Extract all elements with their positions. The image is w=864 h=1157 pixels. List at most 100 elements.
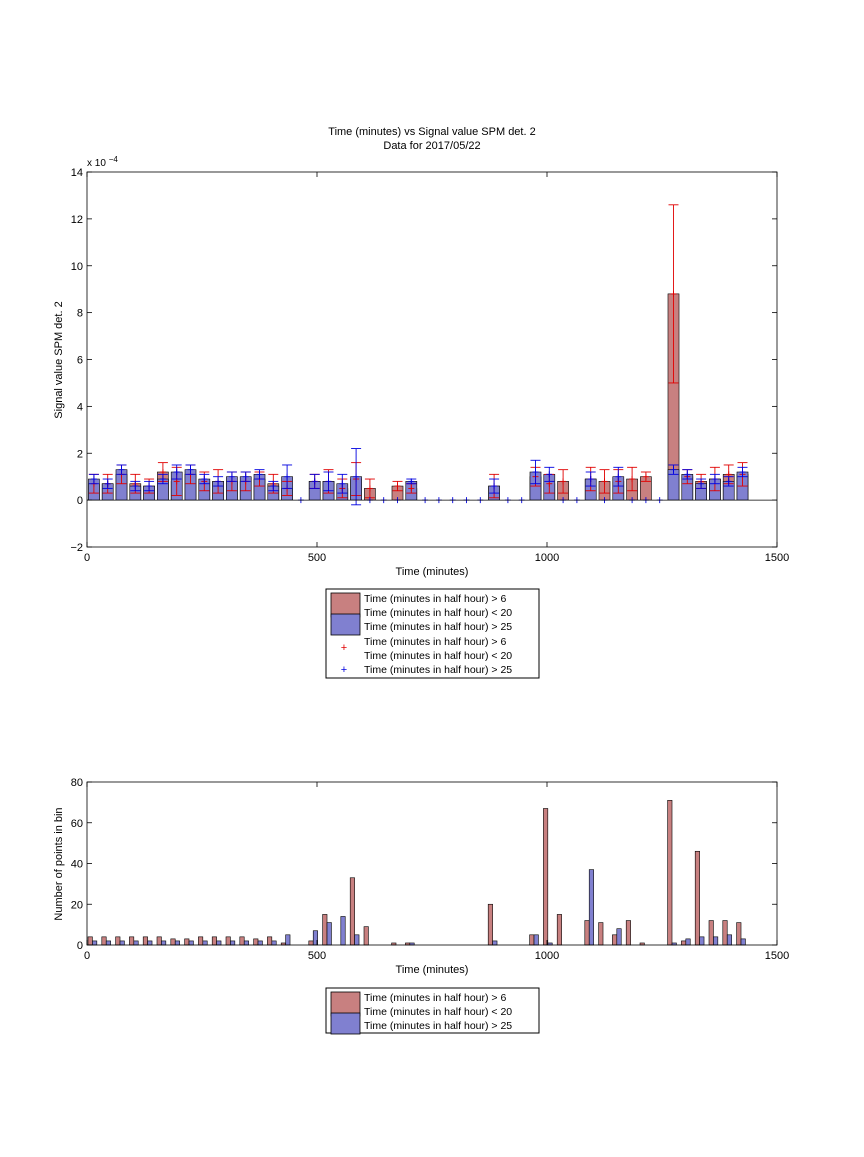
chart2-bar-red bbox=[267, 936, 273, 946]
chart2-bar-red bbox=[584, 920, 590, 946]
chart2-bar-blue bbox=[216, 940, 222, 946]
chart2-bar-red bbox=[198, 936, 204, 946]
chart2-bar-red bbox=[543, 808, 549, 946]
chart2-bar-red bbox=[667, 800, 673, 946]
chart2-bar-red bbox=[322, 914, 328, 946]
chart2-legend-swatch-red bbox=[330, 991, 361, 1017]
chart2-bar-blue bbox=[713, 936, 719, 946]
chart2-x-axis-label: Time (minutes) bbox=[396, 964, 469, 976]
chart1-y-tick-label: 8 bbox=[77, 308, 83, 320]
chart1-x-tick-label: 1500 bbox=[765, 552, 789, 564]
chart2-axes: 0 500 1000 1500 0 20 40 60 80 bbox=[71, 777, 789, 962]
chart2-y-tick-label: 40 bbox=[71, 859, 83, 871]
chart2-bar-blue bbox=[740, 938, 746, 946]
chart1-y-exponent-base: x 10 bbox=[87, 158, 106, 169]
chart2-plot-frame bbox=[86, 781, 778, 946]
chart2-bar-blue bbox=[326, 922, 332, 946]
chart2-bar-red bbox=[612, 934, 618, 946]
chart2-y-tick-label: 20 bbox=[71, 899, 83, 911]
chart1-legend-swatch-red bbox=[330, 592, 361, 618]
chart1-x-tick-label: 1000 bbox=[535, 552, 559, 564]
chart2-bar-red bbox=[156, 936, 162, 946]
chart2-bar-blue bbox=[354, 934, 360, 946]
chart2-y-tick-label: 80 bbox=[71, 777, 83, 789]
chart1-legend-label-5: Time (minutes in half hour) < 20 bbox=[364, 650, 512, 662]
chart1-y-tick-label: −2 bbox=[70, 542, 83, 554]
chart1-y-tick-label: 12 bbox=[71, 214, 83, 226]
chart1-legend-label-6: Time (minutes in half hour) > 25 bbox=[364, 664, 512, 676]
chart1-legend-box bbox=[325, 588, 540, 679]
chart2-bar-red bbox=[487, 903, 493, 946]
chart2-bar-red bbox=[308, 940, 314, 946]
chart2-bar-blue bbox=[188, 940, 194, 946]
chart2-bar-red bbox=[708, 920, 714, 946]
chart2-legend-label-3: Time (minutes in half hour) > 25 bbox=[364, 1020, 512, 1032]
chart1-legend: Time (minutes in half hour) > 6 Time (mi… bbox=[325, 588, 540, 679]
chart2-bars bbox=[87, 800, 746, 946]
chart2-bar-blue bbox=[119, 940, 125, 946]
chart2-bar-red bbox=[87, 936, 93, 946]
chart2-bar-red bbox=[101, 936, 107, 946]
chart2-bar-red bbox=[722, 920, 728, 946]
chart1-legend-label-1: Time (minutes in half hour) > 6 bbox=[364, 593, 506, 605]
chart2-bar-blue bbox=[271, 940, 277, 946]
chart2-bar-blue bbox=[105, 940, 111, 946]
chart1-y-tick-label: 0 bbox=[77, 495, 83, 507]
chart2-bar-red bbox=[598, 922, 604, 946]
chart2-legend: Time (minutes in half hour) > 6 Time (mi… bbox=[325, 987, 540, 1035]
chart2-bar-blue bbox=[202, 940, 208, 946]
chart1-x-tick-label: 500 bbox=[308, 552, 326, 564]
chart2-legend-label-1: Time (minutes in half hour) > 6 bbox=[364, 992, 506, 1004]
chart2-bar-blue bbox=[699, 936, 705, 946]
chart2-bar-red bbox=[170, 938, 176, 946]
chart2-bar-blue bbox=[174, 940, 180, 946]
chart1-legend-label-3: Time (minutes in half hour) > 25 bbox=[364, 621, 512, 633]
chart2-bar-red bbox=[681, 940, 687, 946]
chart1-legend-marker-red: + bbox=[341, 642, 347, 654]
chart2-x-tick-label: 500 bbox=[308, 950, 326, 962]
chart2-bar-blue bbox=[726, 934, 732, 946]
chart1-y-tick-label: 6 bbox=[77, 355, 83, 367]
chart2-legend-swatch-blue bbox=[330, 1012, 361, 1035]
chart1-y-tick-label: 14 bbox=[71, 167, 83, 179]
chart2-bar-red bbox=[736, 922, 742, 946]
chart2-y-tick-label: 0 bbox=[77, 940, 83, 952]
chart1-y-tick-label: 2 bbox=[77, 448, 83, 460]
chart2-bar-blue bbox=[243, 940, 249, 946]
chart2-bar-red bbox=[115, 936, 121, 946]
chart2-y-tick-label: 60 bbox=[71, 818, 83, 830]
chart2-legend-label-2: Time (minutes in half hour) < 20 bbox=[364, 1006, 512, 1018]
chart1-errorbars bbox=[88, 204, 748, 506]
chart2-bar-blue bbox=[340, 916, 346, 946]
chart1-legend-label-2: Time (minutes in half hour) < 20 bbox=[364, 607, 512, 619]
chart2-y-axis-label: Number of points in bin bbox=[53, 807, 65, 920]
chart1-subtitle: Data for 2017/05/22 bbox=[383, 140, 480, 152]
chart1-legend-swatch-blue bbox=[330, 613, 361, 636]
chart2-bar-red bbox=[349, 877, 355, 946]
chart2-bar-red bbox=[694, 850, 700, 946]
chart2-bar-red bbox=[211, 936, 217, 946]
chart2-bar-blue bbox=[257, 940, 263, 946]
chart2-bar-blue bbox=[230, 940, 236, 946]
chart2-bar-blue bbox=[92, 940, 98, 946]
chart2-bar-blue bbox=[588, 869, 594, 946]
chart2-bar-red bbox=[239, 936, 245, 946]
chart2-legend-box bbox=[325, 987, 540, 1034]
chart2-bar-blue bbox=[533, 934, 539, 946]
chart2-x-tick-label: 1000 bbox=[535, 950, 559, 962]
chart1-y-tick-label: 4 bbox=[77, 401, 83, 413]
chart1-y-tick-label: 10 bbox=[71, 261, 83, 273]
chart1-legend-marker-blue: + bbox=[341, 664, 347, 676]
chart2-bar-blue bbox=[161, 940, 167, 946]
chart1-y-axis-label: Signal value SPM det. 2 bbox=[53, 301, 65, 418]
chart2-bar-blue bbox=[685, 938, 691, 946]
chart2-bar-red bbox=[529, 934, 535, 946]
chart1-x-tick-label: 0 bbox=[84, 552, 90, 564]
chart1-x-axis-label: Time (minutes) bbox=[396, 566, 469, 578]
chart2-bar-blue bbox=[285, 934, 291, 946]
chart2-x-tick-label: 1500 bbox=[765, 950, 789, 962]
chart1-legend-label-4: Time (minutes in half hour) > 6 bbox=[364, 636, 506, 648]
chart2-bar-blue bbox=[616, 928, 622, 946]
chart2-bar-red bbox=[129, 936, 135, 946]
